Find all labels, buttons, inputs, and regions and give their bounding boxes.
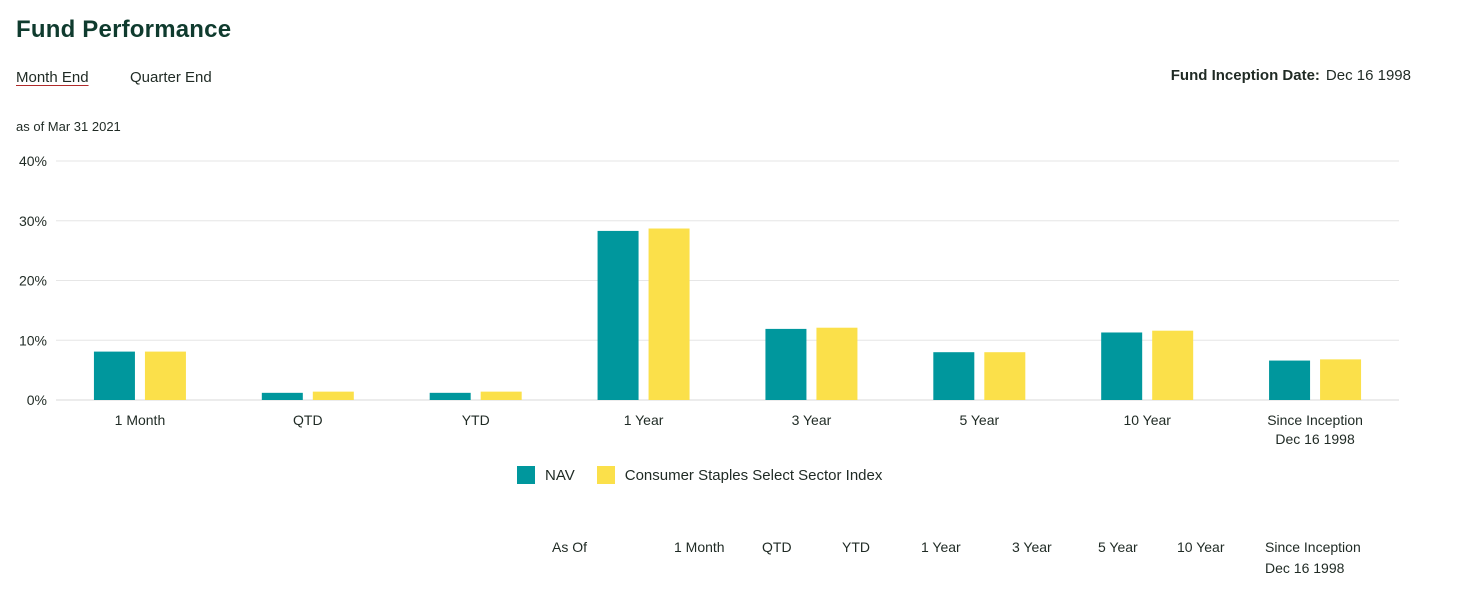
x-tick-label-line: Since Inception — [1267, 412, 1363, 428]
col-header-1-month: 1 Month — [674, 539, 725, 555]
legend-swatch-index — [596, 466, 615, 484]
x-tick-label-line: 3 Year — [792, 412, 832, 428]
x-tick-label-line: 5 Year — [959, 412, 999, 428]
bar-index — [984, 352, 1026, 400]
as-of-date: as of Mar 31 2021 — [16, 119, 121, 134]
bar-index — [1320, 359, 1362, 400]
bar-nav — [429, 392, 471, 400]
x-tick-label-line: 10 Year — [1123, 412, 1171, 428]
bar-index — [648, 228, 690, 400]
legend-label-nav: NAV — [545, 466, 575, 484]
bar-index — [816, 327, 858, 400]
bar-index — [144, 351, 186, 400]
col-header-since-inception-line1: Since Inception — [1265, 539, 1361, 555]
chart-legend: NAV Consumer Staples Select Sector Index — [517, 466, 904, 484]
col-header-since-inception: Since Inception Dec 16 1998 — [1265, 539, 1361, 576]
y-tick-label: 20% — [19, 273, 47, 289]
col-header-3-year: 3 Year — [1012, 539, 1052, 555]
inception-label: Fund Inception Date: — [1170, 67, 1320, 84]
bar-index — [1152, 330, 1194, 400]
x-tick-label-line: 1 Year — [624, 412, 664, 428]
x-tick-label: QTD — [293, 412, 323, 428]
y-tick-label: 40% — [19, 153, 47, 169]
bar-nav — [261, 392, 303, 400]
bar-nav — [1101, 332, 1143, 400]
inception-value: Dec 16 1998 — [1325, 67, 1411, 84]
tab-quarter-end[interactable]: Quarter End — [130, 69, 212, 86]
col-header-1-year: 1 Year — [921, 539, 961, 555]
x-tick-label: 10 Year — [1123, 412, 1171, 428]
bar-nav — [933, 352, 975, 400]
y-tick-label: 30% — [19, 213, 47, 229]
col-header-since-inception-line2: Dec 16 1998 — [1265, 560, 1345, 576]
legend-item-nav[interactable]: NAV — [517, 466, 575, 484]
x-tick-label-line: 1 Month — [115, 412, 166, 428]
x-tick-label: YTD — [462, 412, 490, 428]
legend-label-index: Consumer Staples Select Sector Index — [624, 466, 883, 484]
x-tick-label-line: Dec 16 1998 — [1275, 431, 1355, 447]
legend-item-index[interactable]: Consumer Staples Select Sector Index — [596, 466, 883, 484]
x-tick-label-line: QTD — [293, 412, 323, 428]
bar-index — [480, 391, 522, 400]
bar-nav — [597, 230, 639, 400]
x-tick-label: 3 Year — [792, 412, 832, 428]
fund-inception-date: Fund Inception Date: Dec 16 1998 — [1171, 67, 1411, 84]
col-header-as-of: As Of — [552, 539, 588, 555]
bar-nav — [93, 351, 135, 400]
x-tick-label: Since Inception Dec 16 1998 — [1267, 412, 1363, 447]
page-title: Fund Performance — [16, 16, 232, 43]
col-header-10-year: 10 Year — [1177, 539, 1225, 555]
performance-bar-chart: 0% 10% 20% 30% 40% 1 Month QTD YTD 1 Year 3 Year 5… — [19, 153, 1399, 447]
col-header-qtd: QTD — [762, 539, 792, 555]
legend-swatch-nav — [517, 466, 535, 484]
bar-index — [312, 391, 354, 400]
bar-nav — [765, 328, 807, 400]
y-tick-label: 10% — [19, 332, 47, 348]
y-tick-label: 0% — [27, 392, 47, 408]
x-tick-label: 1 Year — [624, 412, 664, 428]
bar-nav — [1269, 360, 1311, 400]
col-header-ytd: YTD — [842, 539, 870, 555]
tab-month-end[interactable]: Month End — [16, 69, 89, 86]
x-tick-label: 1 Month — [115, 412, 166, 428]
col-header-5-year: 5 Year — [1098, 539, 1138, 555]
x-tick-label-line: YTD — [462, 412, 490, 428]
x-tick-label: 5 Year — [959, 412, 999, 428]
